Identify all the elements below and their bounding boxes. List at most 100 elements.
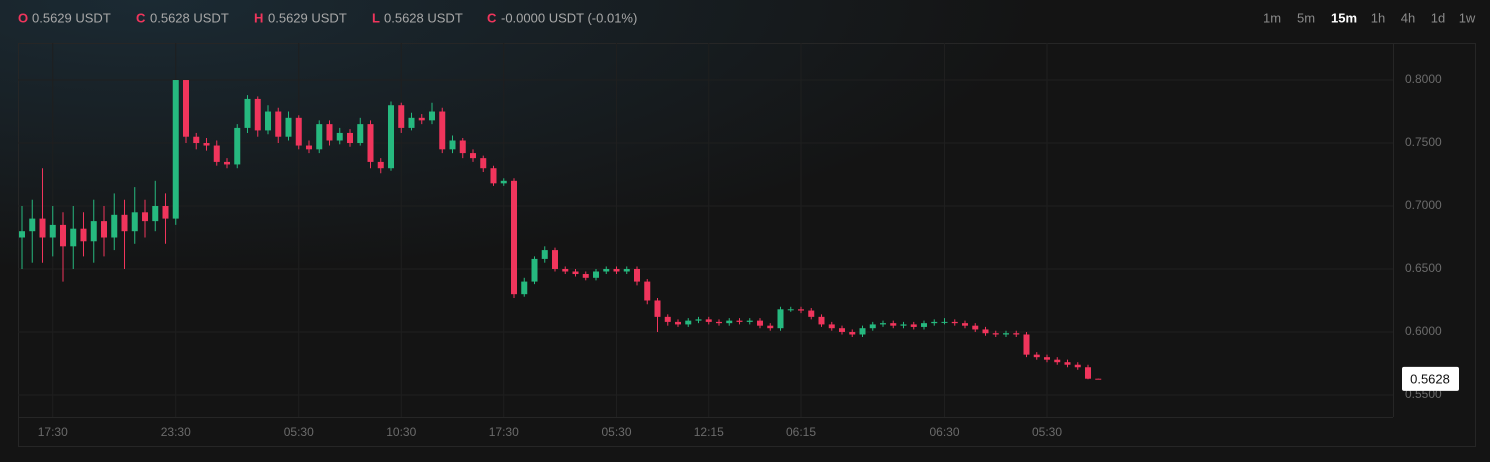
candle-body — [162, 206, 169, 219]
candle-body — [1095, 378, 1102, 380]
candle-body — [777, 309, 784, 329]
stat-key: C — [136, 10, 146, 25]
candle-body — [265, 111, 271, 131]
candle-body — [347, 132, 353, 144]
candle-body — [254, 98, 261, 131]
x-tick-label: 06:30 — [929, 425, 959, 439]
candle-body — [408, 117, 415, 128]
candle-body — [828, 324, 835, 329]
x-tick-label: 23:30 — [161, 425, 191, 439]
timeframe-button[interactable]: 1w — [1459, 10, 1476, 25]
candle-body — [39, 218, 46, 238]
stat-value: 0.5629 USDT — [32, 10, 111, 25]
candle-body — [992, 333, 999, 335]
candle-body — [90, 221, 97, 242]
stat-value: 0.5629 USDT — [268, 10, 347, 25]
candle-body — [193, 136, 200, 144]
timeframe-button[interactable]: 1h — [1371, 10, 1385, 25]
candle-body — [798, 309, 804, 311]
candle-body — [275, 111, 282, 137]
candle-body — [746, 320, 753, 322]
candles — [19, 80, 1102, 380]
candle-body — [972, 325, 979, 330]
candle-body — [131, 212, 138, 232]
candle-body — [470, 153, 476, 159]
last-price-box — [1402, 366, 1459, 391]
timeframe-button[interactable]: 1d — [1431, 10, 1445, 25]
candle-body — [685, 320, 692, 325]
candle-body — [644, 281, 651, 301]
candle-body — [234, 127, 241, 165]
candle-body — [900, 324, 907, 326]
candle-body — [623, 268, 630, 272]
candle-body — [224, 161, 230, 165]
stat-value: 0.5628 USDT — [150, 10, 229, 25]
candle-body — [1033, 354, 1040, 358]
candle-body — [121, 214, 128, 232]
timeframe-button[interactable]: 1m — [1263, 10, 1281, 25]
candle-body — [603, 268, 610, 272]
candle-body — [582, 274, 589, 278]
stat-key: H — [254, 10, 263, 25]
candle-body — [962, 323, 968, 326]
candle-body — [767, 325, 774, 329]
candle-body — [982, 329, 989, 334]
candle-body — [654, 300, 661, 317]
candle-body — [244, 98, 251, 128]
candle-body — [931, 321, 938, 324]
candle-body — [613, 268, 620, 272]
stat-key: O — [18, 10, 28, 25]
candle-body — [869, 324, 876, 329]
candle-body — [859, 328, 866, 335]
candle-body — [357, 124, 364, 144]
candle-body — [705, 319, 712, 322]
candle-body — [459, 140, 466, 154]
candle-body — [716, 321, 722, 324]
candle-body — [787, 309, 794, 311]
candle-body — [336, 132, 343, 141]
candle-body — [295, 117, 302, 146]
candle-body — [1074, 364, 1081, 368]
timeframe-selector: 1m 5m 15m 1h 4h 1d 1w — [1263, 10, 1476, 25]
candle-body — [572, 271, 579, 275]
candle-body — [757, 320, 763, 326]
y-tick-label: 0.6500 — [1405, 261, 1442, 275]
candle-body — [142, 212, 148, 222]
timeframe-button[interactable]: 4h — [1401, 10, 1415, 25]
candle-body — [418, 117, 425, 121]
candle-body — [213, 145, 220, 162]
candle-body — [921, 323, 927, 327]
candle-body — [818, 316, 825, 325]
candle-body — [910, 324, 917, 327]
candle-body — [490, 168, 497, 184]
candle-body — [880, 323, 886, 325]
candle-body — [1054, 359, 1061, 363]
candle-body — [80, 228, 87, 242]
candle-body — [70, 228, 77, 247]
candle-body — [19, 231, 25, 238]
y-tick-label: 0.7500 — [1405, 135, 1442, 149]
x-tick-label: 10:30 — [386, 425, 416, 439]
timeframe-button[interactable]: 5m — [1297, 10, 1315, 25]
candle-body — [1085, 367, 1091, 379]
candle-body — [60, 224, 66, 247]
x-tick-label: 05:30 — [601, 425, 631, 439]
candle-body — [849, 331, 856, 335]
candle-body — [1013, 333, 1020, 335]
stat-value: 0.5628 USDT — [384, 10, 463, 25]
candle-body — [439, 111, 446, 150]
candle-body — [808, 310, 815, 317]
candle-body — [500, 180, 507, 184]
candle-body — [726, 320, 733, 324]
candle-body — [172, 80, 179, 219]
candle-body — [367, 124, 374, 162]
timeframe-button[interactable]: 15m — [1331, 10, 1357, 25]
candle-body — [675, 321, 681, 325]
candle-body — [890, 323, 897, 326]
x-tick-label: 17:30 — [489, 425, 519, 439]
y-tick-label: 0.7000 — [1405, 198, 1442, 212]
candle-body — [562, 268, 569, 272]
candle-body — [593, 271, 599, 278]
